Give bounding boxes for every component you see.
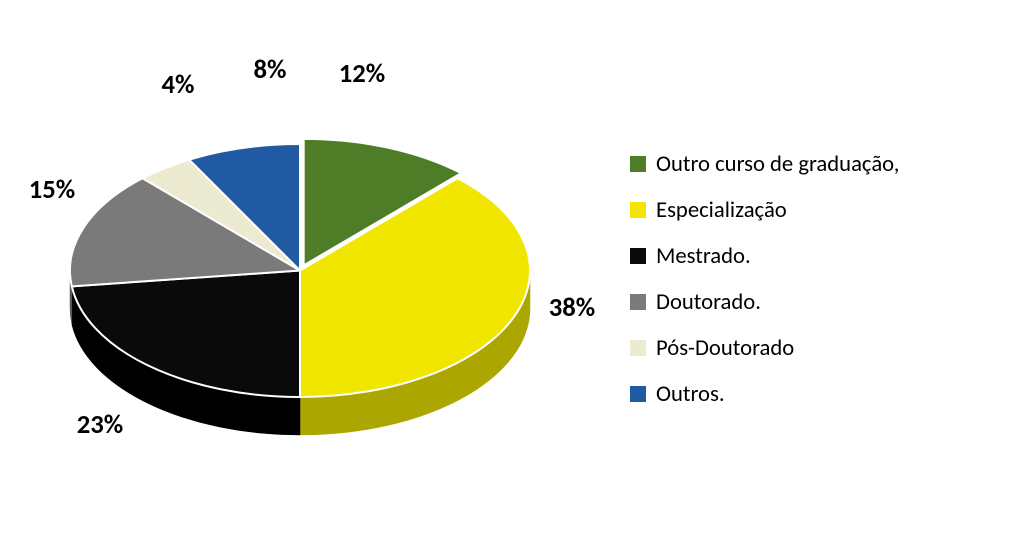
- legend-item: Pós-Doutorado: [630, 334, 899, 362]
- legend-swatch: [630, 156, 646, 172]
- legend: Outro curso de graduação, Especialização M…: [630, 150, 899, 426]
- legend-swatch: [630, 386, 646, 402]
- pie-data-label: 12%: [339, 58, 385, 90]
- pie-slice: [72, 270, 300, 397]
- legend-swatch: [630, 202, 646, 218]
- legend-label: Especialização: [656, 196, 787, 224]
- legend-item: Doutorado.: [630, 288, 899, 316]
- legend-item: Outro curso de graduação,: [630, 150, 899, 178]
- pie-data-label: 15%: [29, 174, 75, 206]
- legend-label: Pós-Doutorado: [656, 334, 794, 362]
- legend-item: Especialização: [630, 196, 899, 224]
- pie-data-label: 4%: [162, 69, 195, 101]
- pie-data-label: 38%: [549, 292, 595, 324]
- legend-swatch: [630, 294, 646, 310]
- legend-label: Outro curso de graduação,: [656, 150, 899, 178]
- legend-label: Mestrado.: [656, 242, 751, 270]
- legend-item: Outros.: [630, 380, 899, 408]
- pie-data-label: 23%: [77, 409, 123, 441]
- chart-stage: Outro curso de graduação, Especialização M…: [0, 0, 1024, 560]
- legend-label: Doutorado.: [656, 288, 761, 316]
- pie-data-label: 8%: [254, 54, 287, 86]
- legend-item: Mestrado.: [630, 242, 899, 270]
- legend-swatch: [630, 248, 646, 264]
- legend-swatch: [630, 340, 646, 356]
- legend-label: Outros.: [656, 380, 725, 408]
